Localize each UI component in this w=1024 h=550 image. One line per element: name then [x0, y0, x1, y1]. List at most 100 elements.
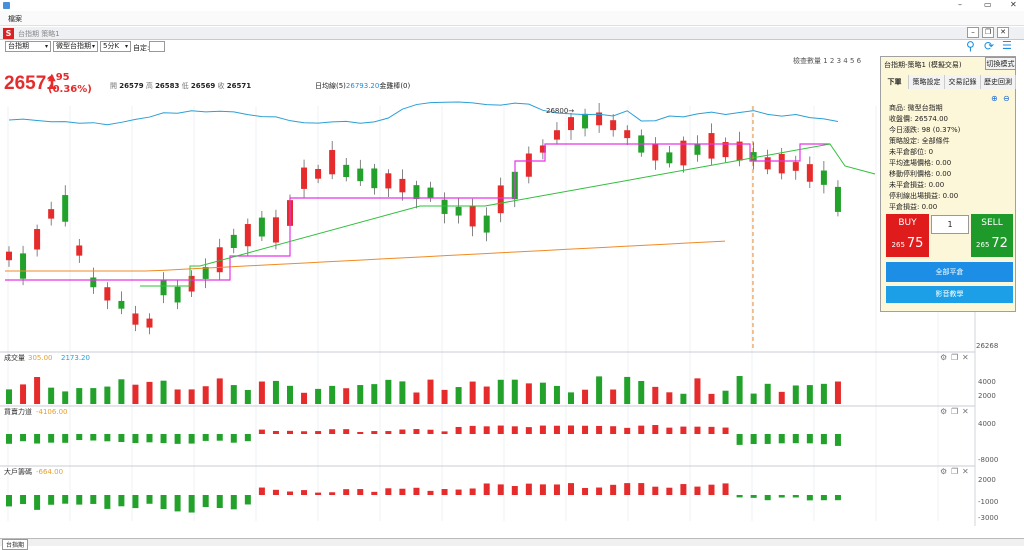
power-bar	[272, 430, 279, 434]
candle-up	[104, 287, 111, 301]
power-bar	[413, 429, 420, 434]
inner-close-button[interactable]: ✕	[997, 27, 1009, 38]
chart-popout-icon[interactable]: ❐	[951, 407, 958, 416]
power-bar	[666, 427, 673, 434]
volume-bar	[469, 381, 476, 404]
inner-minimize-button[interactable]: –	[967, 27, 979, 38]
chart-settings-icon[interactable]: ⚙	[940, 407, 947, 416]
chip-bar	[287, 491, 293, 495]
inner-window-title-bar: S 台指期 策略1 – ❐ ✕	[0, 27, 1024, 40]
buy-label: BUY	[898, 218, 917, 228]
chart-popout-icon[interactable]: ❐	[951, 467, 958, 476]
volume-bar	[160, 380, 167, 404]
refresh-icon[interactable]: ⟳	[984, 39, 995, 53]
custom-input[interactable]	[149, 41, 165, 52]
candle-down	[174, 286, 181, 303]
subpanel-tick: 2000	[978, 476, 996, 484]
power-bar	[76, 434, 83, 441]
candle-up	[146, 318, 153, 328]
info-stop-exit-pnl: 停利線出場損益: 0.00	[889, 192, 959, 200]
ma-row: 日均線(5)26793.20金雞棒(0)	[315, 81, 410, 91]
chart-close-icon[interactable]: ✕	[962, 407, 969, 416]
chip-bar	[722, 483, 729, 495]
chart-close-icon[interactable]: ✕	[962, 353, 969, 362]
power-bar	[188, 434, 195, 444]
chart-settings-icon[interactable]: ⚙	[940, 467, 947, 476]
price-change-pct: (0.36%)	[48, 84, 92, 95]
chip-bar	[441, 489, 448, 495]
volume-bar	[315, 388, 322, 404]
candle-up	[216, 247, 223, 273]
volume-bar	[62, 391, 69, 404]
close-button[interactable]: ✕	[1010, 0, 1017, 9]
volume-bar	[525, 383, 532, 404]
chip-bar	[568, 483, 574, 495]
video-tutorial-button[interactable]: 影音教學	[886, 286, 1013, 303]
candle-up	[399, 178, 406, 193]
close-all-button[interactable]: 全部平倉	[886, 262, 1013, 282]
subpanel-tick: -1000	[978, 498, 998, 506]
power-bar	[497, 425, 504, 434]
power-bar	[736, 434, 743, 445]
volume-bar	[20, 384, 27, 404]
volume-bar	[708, 393, 715, 404]
zoom-in-icon[interactable]: ⊕	[991, 94, 998, 103]
power-bar	[244, 434, 251, 442]
chip-bar	[680, 484, 687, 495]
tab-trade-log[interactable]: 交易記錄	[945, 75, 981, 89]
peak-annotation: 26800→	[546, 107, 574, 115]
chart-settings-icon[interactable]: ⚙	[940, 353, 947, 362]
quantity-input[interactable]: 1	[931, 215, 969, 234]
candle-down	[820, 170, 827, 185]
zoom-out-icon[interactable]: ⊖	[1003, 94, 1010, 103]
candle-down	[371, 168, 378, 189]
chip-bar	[272, 489, 279, 495]
candle-up	[624, 130, 631, 139]
maximize-button[interactable]: ▭	[984, 0, 992, 9]
minimize-button[interactable]: –	[958, 0, 962, 9]
price-chart[interactable]: 26268 26800→ 成交量 305.00 2173.20 ⚙ ❐ ✕ 買賣力道 -410…	[0, 66, 1024, 536]
volume-bar	[792, 385, 799, 404]
interval-select[interactable]: 5分K ▾	[100, 41, 131, 52]
volume-bar	[174, 389, 181, 404]
status-tab[interactable]: 台指期	[2, 539, 29, 550]
volume-bar	[6, 389, 12, 404]
chip-bar	[596, 487, 603, 495]
chart-popout-icon[interactable]: ❐	[951, 353, 958, 362]
volume-bar	[216, 378, 223, 404]
contract-select[interactable]: 微型台指期 ▾	[53, 41, 98, 52]
power-bar	[834, 434, 841, 446]
switch-mode-button[interactable]: 切換模式	[985, 57, 1016, 70]
power-bar	[174, 434, 181, 444]
chip-bar	[315, 492, 322, 495]
buy-button[interactable]: BUY 265 75	[886, 214, 929, 257]
antenna-icon[interactable]: ⚲	[966, 39, 975, 53]
candle-down	[427, 187, 434, 198]
chip-bar	[652, 486, 659, 495]
power-bar	[778, 434, 785, 444]
sell-button[interactable]: SELL 265 72	[971, 214, 1013, 257]
stop-line	[140, 143, 876, 287]
chip-bar	[582, 487, 589, 495]
chart-close-icon[interactable]: ✕	[962, 467, 969, 476]
user-list-icon[interactable]: ☰	[1002, 39, 1012, 52]
chip-bar	[511, 486, 518, 495]
volume-bar	[76, 388, 83, 404]
volume-bar	[385, 379, 392, 404]
inner-restore-button[interactable]: ❐	[982, 27, 994, 38]
tab-strategy-settings[interactable]: 策略設定	[909, 75, 945, 89]
volume-bar	[764, 383, 771, 404]
candle-up	[244, 224, 251, 247]
menu-file[interactable]: 檔案	[8, 15, 22, 23]
symbol-select[interactable]: 台指期 ▾	[5, 41, 51, 52]
volume-bar	[624, 376, 631, 404]
chip-bar	[244, 495, 251, 505]
chip-bar	[371, 491, 378, 495]
chip-bar	[6, 495, 12, 507]
high-value: 26583	[155, 82, 180, 90]
tab-backtest[interactable]: 歷史回測	[981, 75, 1016, 89]
power-bar	[6, 434, 12, 444]
volume-bar	[638, 380, 645, 404]
buy-price-prefix: 265	[891, 241, 905, 249]
tab-order[interactable]: 下單	[881, 75, 909, 89]
